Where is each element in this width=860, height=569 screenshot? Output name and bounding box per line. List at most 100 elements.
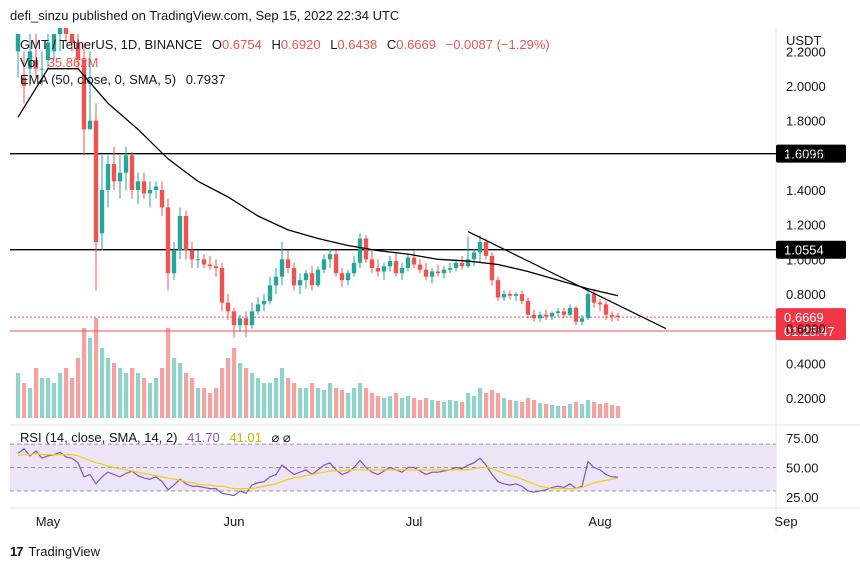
price-tick-label: 1.2000 <box>786 218 826 233</box>
eye-icon: ⌀ ⌀ <box>271 430 290 445</box>
symbol-legend: GMT / TetherUS, 1D, BINANCE O0.6754 H0.6… <box>20 37 550 52</box>
volume-bar <box>118 368 123 418</box>
axes: 0.2000 0.4000 0.6000 0.8000 1.0000 1.2000 1.40… <box>36 33 826 529</box>
candle-body <box>231 311 237 326</box>
price-tick-label: 1.0000 <box>786 252 826 267</box>
price-tick-label: 1.8000 <box>786 114 826 129</box>
candle-body <box>375 268 381 272</box>
volume-bar <box>370 393 375 418</box>
volume-bar <box>22 383 27 418</box>
tradingview-brand[interactable]: 17 TradingView <box>10 544 100 559</box>
candle-body <box>69 34 75 43</box>
volume-bar <box>346 393 351 418</box>
candle-body <box>423 269 429 277</box>
volume-label: Vol <box>20 55 38 70</box>
volume-legend: Vol 35.862M <box>20 55 98 70</box>
candle-body <box>195 259 201 261</box>
level-tag <box>776 240 846 259</box>
volume-bar <box>244 368 249 418</box>
volume-bar <box>424 398 429 418</box>
volume-bar <box>412 398 417 418</box>
candle-body <box>513 294 519 296</box>
candle-body <box>237 318 243 326</box>
rsi-tick-label: 25.00 <box>786 490 819 505</box>
volume-bar <box>172 358 177 418</box>
ema-value: 0.7937 <box>186 72 226 87</box>
volume-bar <box>286 378 291 418</box>
volume-bar <box>400 398 405 418</box>
candle-body <box>387 261 393 267</box>
volume-bar <box>610 405 615 418</box>
candle-body <box>369 259 375 268</box>
volume-bar <box>184 373 189 418</box>
candle-body <box>309 273 315 286</box>
volume-bar <box>82 328 87 418</box>
candle-body <box>501 294 507 298</box>
candlesticks[interactable] <box>15 28 621 338</box>
volume-bar <box>262 383 267 418</box>
close-value: 0.6669 <box>396 37 436 52</box>
ema-line <box>17 68 619 297</box>
candle-body <box>393 261 399 274</box>
rsi-ma-value: 41.01 <box>229 430 262 445</box>
candle-body <box>489 255 495 281</box>
candle-body <box>291 268 297 286</box>
symbol-name: GMT / TetherUS, 1D, BINANCE <box>20 37 203 52</box>
currency-label: USDT <box>786 33 821 48</box>
volume-bar <box>454 401 459 418</box>
volume-bar <box>520 402 525 418</box>
candle-body <box>543 314 549 317</box>
volume-bar <box>430 400 435 418</box>
volume-bar <box>28 388 33 418</box>
volume-bar <box>310 383 315 418</box>
volume-bar <box>586 400 591 418</box>
low-value: 0.6438 <box>337 37 377 52</box>
candle-body <box>285 259 291 268</box>
candle-body <box>357 238 363 263</box>
volume-bar <box>496 393 501 418</box>
time-tick-may: May <box>36 514 61 529</box>
volume-bar <box>280 368 285 418</box>
rsi-pane[interactable]: 25.00 50.00 75.00 <box>10 431 819 505</box>
candle-body <box>123 155 129 173</box>
candle-body <box>165 207 171 274</box>
candle-body <box>15 34 21 52</box>
volume-bar <box>376 396 381 418</box>
volume-bar <box>106 358 111 418</box>
candle-body <box>57 28 63 34</box>
volume-bar <box>478 388 483 418</box>
volume-bar <box>334 388 339 418</box>
volume-bar <box>562 406 567 418</box>
volume-bar <box>166 328 171 418</box>
candle-body <box>81 60 87 130</box>
price-tick-label: 1.6000 <box>786 148 826 163</box>
volume-bar <box>136 373 141 418</box>
volume-bar <box>514 401 519 418</box>
volume-bar <box>178 363 183 418</box>
volume-bar <box>580 404 585 418</box>
candle-body <box>129 155 135 190</box>
candle-body <box>177 216 183 251</box>
volume-bar <box>268 383 273 418</box>
change-value: −0.0087 (−1.29%) <box>446 37 550 52</box>
level-tag <box>776 144 846 163</box>
candle-body <box>435 271 441 274</box>
volume-bar <box>484 393 489 418</box>
candle-body <box>63 28 69 34</box>
open-label: O <box>212 37 222 52</box>
candle-body <box>27 51 33 69</box>
last-price-tag <box>776 308 846 341</box>
candle-body <box>135 181 141 190</box>
time-tick-jun: Jun <box>224 514 245 529</box>
volume-bar <box>436 401 441 418</box>
candle-body <box>591 294 597 303</box>
candle-body <box>99 190 105 234</box>
volume-bar <box>490 390 495 418</box>
volume-bar <box>442 402 447 418</box>
price-tick-label: 0.2000 <box>786 391 826 406</box>
price-tick-label: 0.6000 <box>786 322 826 337</box>
candle-body <box>351 262 357 274</box>
candle-body <box>411 257 417 265</box>
volume-bar <box>448 400 453 418</box>
